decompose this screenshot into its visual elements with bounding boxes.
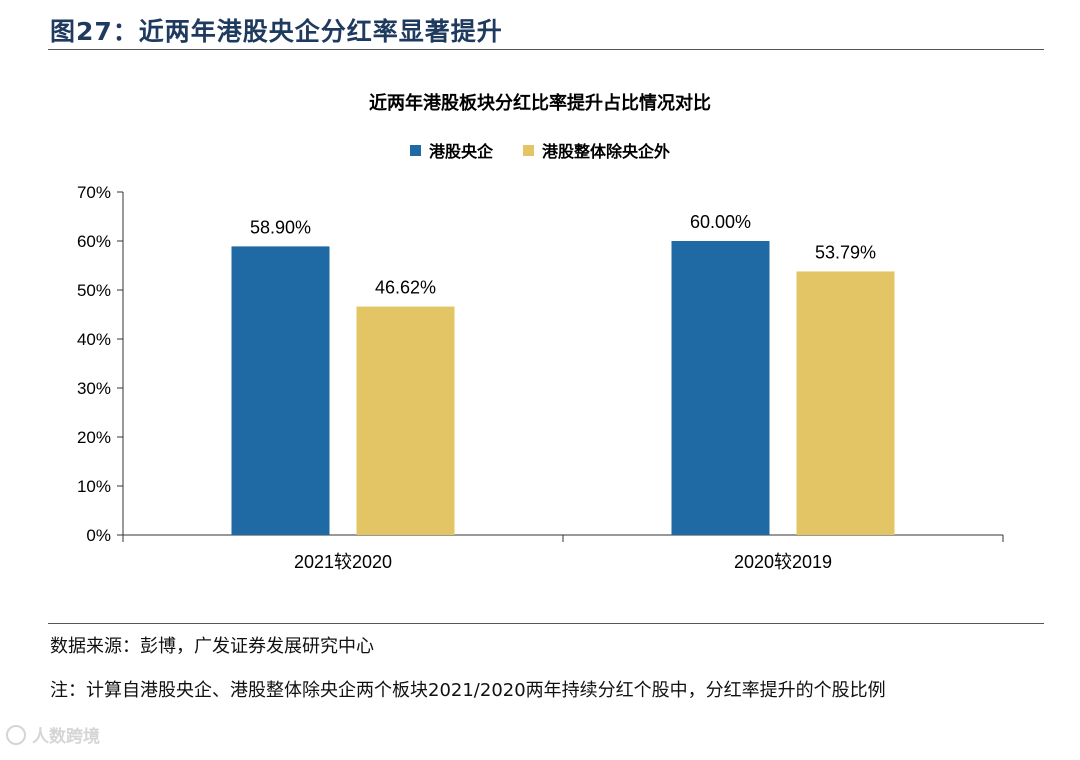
y-tick-label: 30%	[77, 379, 111, 398]
chart-title: 近两年港股板块分红比率提升占比情况对比	[369, 93, 711, 114]
bar	[671, 241, 770, 535]
data-label: 46.62%	[375, 278, 436, 298]
data-label: 58.90%	[250, 217, 311, 237]
data-label: 60.00%	[690, 212, 751, 232]
x-tick-label: 2021较2020	[294, 552, 392, 572]
legend-swatch-series-1	[409, 144, 421, 156]
legend-label-series-2: 港股整体除央企外	[542, 142, 671, 161]
legend-label-series-1: 港股央企	[428, 142, 493, 161]
source-divider	[48, 623, 1044, 624]
y-tick-label: 40%	[77, 330, 111, 349]
title-divider	[48, 49, 1044, 50]
figure-title: 图27：近两年港股央企分红率显著提升	[50, 17, 503, 46]
legend-item-series-2: 港股整体除央企外	[523, 138, 670, 162]
watermark-text: 人数跨境	[32, 727, 100, 747]
note-text: 注：计算自港股央企、港股整体除央企两个板块2021/2020两年持续分红个股中，…	[50, 680, 886, 701]
legend-item-series-1: 港股央企	[409, 138, 493, 162]
y-tick-label: 60%	[77, 232, 111, 251]
x-tick-label: 2020较2019	[734, 552, 832, 572]
source-text: 数据来源：彭博，广发证券发展研究中心	[50, 636, 374, 657]
y-tick-label: 10%	[77, 477, 111, 496]
y-tick-label: 50%	[77, 281, 111, 300]
bar	[356, 306, 455, 535]
bar	[231, 246, 330, 535]
watermark-logo-icon	[6, 724, 26, 745]
y-tick-label: 0%	[86, 526, 111, 545]
y-tick-label: 70%	[77, 183, 111, 202]
bar-chart: 0% 10% 20% 30% 40% 50% 60% 70% 58.90% 46.62% 2021较…	[77, 183, 1004, 572]
bar	[796, 271, 895, 535]
chart-legend: 港股央企 港股整体除央企外	[0, 138, 1080, 162]
y-tick-label: 20%	[77, 428, 111, 447]
watermark: 人数跨境	[6, 722, 100, 747]
data-label: 53.79%	[815, 242, 876, 262]
legend-swatch-series-2	[523, 144, 534, 156]
